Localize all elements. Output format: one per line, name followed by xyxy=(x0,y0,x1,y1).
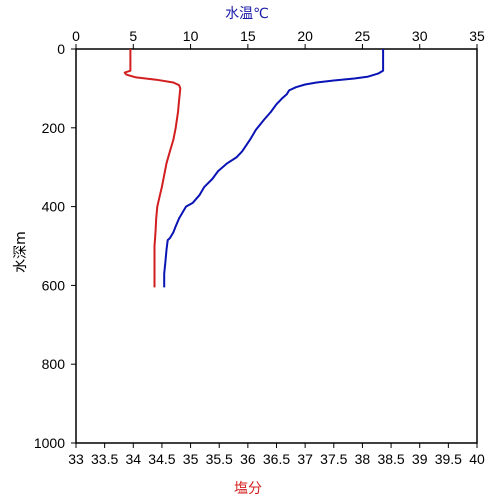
top-tick-label: 5 xyxy=(129,28,137,44)
top-tick-label: 25 xyxy=(355,28,371,44)
top-tick-label: 0 xyxy=(72,28,80,44)
left-tick-label: 800 xyxy=(42,356,66,372)
temperature-line xyxy=(163,49,385,288)
top-axis: 0 5 10 15 20 25 30 35 xyxy=(72,28,485,49)
series-layer xyxy=(123,49,385,288)
bottom-tick-label: 37.5 xyxy=(320,451,347,467)
bottom-axis: 33 33.5 34 34.5 35 35.5 36 36.5 37 37.5 38 38.5 39 39… xyxy=(68,443,485,467)
bottom-tick-label: 39.5 xyxy=(435,451,462,467)
bottom-tick-label: 39 xyxy=(412,451,428,467)
plot-frame xyxy=(75,48,478,444)
bottom-tick-label: 38 xyxy=(355,451,371,467)
left-axis: 0 200 400 600 800 1000 xyxy=(34,41,76,451)
top-tick-label: 15 xyxy=(240,28,256,44)
top-tick-label: 20 xyxy=(297,28,313,44)
top-tick-label: 30 xyxy=(412,28,428,44)
left-tick-label: 200 xyxy=(42,120,66,136)
bottom-axis-title: 塩分 xyxy=(234,481,262,497)
bottom-tick-label: 40 xyxy=(469,451,485,467)
bottom-tick-label: 36 xyxy=(240,451,256,467)
bottom-tick-label: 34.5 xyxy=(148,451,175,467)
top-axis-title: 水温℃ xyxy=(225,6,269,22)
bottom-tick-label: 33.5 xyxy=(91,451,118,467)
bottom-tick-label: 34 xyxy=(125,451,141,467)
bottom-tick-label: 35 xyxy=(183,451,199,467)
left-tick-label: 0 xyxy=(57,41,65,57)
bottom-tick-label: 35.5 xyxy=(206,451,233,467)
bottom-tick-label: 37 xyxy=(297,451,313,467)
left-tick-label: 600 xyxy=(42,277,66,293)
bottom-tick-label: 38.5 xyxy=(377,451,404,467)
top-tick-label: 10 xyxy=(183,28,199,44)
left-axis-title: 水深m xyxy=(13,231,29,273)
left-tick-label: 400 xyxy=(42,199,66,215)
top-tick-label: 35 xyxy=(469,28,485,44)
left-tick-label: 1000 xyxy=(34,435,65,451)
salinity-line xyxy=(123,49,182,288)
bottom-tick-label: 36.5 xyxy=(263,451,290,467)
bottom-tick-label: 33 xyxy=(68,451,84,467)
